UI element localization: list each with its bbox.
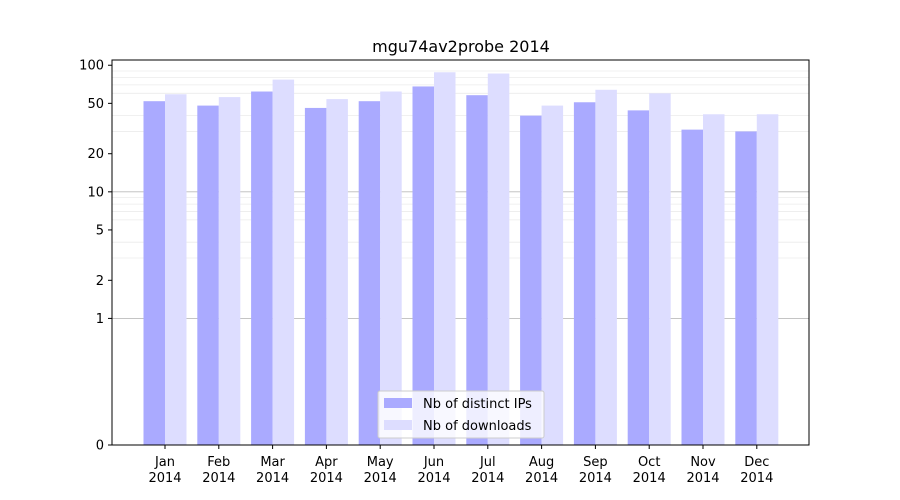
chart-title: mgu74av2probe 2014 bbox=[372, 37, 550, 56]
x-tick-label: Jun 2014 bbox=[417, 455, 450, 486]
bar-downloads bbox=[272, 79, 295, 446]
y-tick-label: 2 bbox=[96, 274, 104, 289]
bar-downloads bbox=[541, 105, 564, 446]
bar-distinct-ips bbox=[304, 107, 327, 446]
bar-downloads bbox=[487, 73, 510, 445]
bar-distinct-ips bbox=[197, 105, 219, 446]
legend-swatch-distinct-ips bbox=[384, 398, 412, 408]
bar-downloads bbox=[703, 114, 725, 445]
y-axis: 0 1 2 5 10 20 50 100 bbox=[79, 59, 112, 454]
y-tick-label: 0 bbox=[96, 439, 104, 454]
y-tick-label: 100 bbox=[79, 59, 104, 74]
bar-downloads bbox=[380, 91, 402, 445]
x-tick-label: Dec 2014 bbox=[740, 455, 773, 486]
bar-distinct-ips bbox=[251, 91, 273, 445]
bar-distinct-ips bbox=[573, 102, 596, 445]
bar-downloads bbox=[326, 99, 348, 445]
bar-downloads bbox=[434, 72, 456, 446]
plot-frame bbox=[111, 59, 810, 446]
bar-downloads bbox=[595, 89, 617, 445]
bars bbox=[143, 72, 779, 446]
x-tick-label: May 2014 bbox=[364, 455, 397, 486]
x-tick-label: Aug 2014 bbox=[525, 455, 558, 486]
y-tick-label: 5 bbox=[96, 223, 104, 238]
x-tick-label: Sep 2014 bbox=[579, 455, 612, 486]
x-tick-label: Oct 2014 bbox=[633, 455, 666, 486]
x-tick-label: Jul 2014 bbox=[471, 455, 504, 486]
x-tick-label: Jan 2014 bbox=[148, 455, 181, 486]
x-tick-label: Mar 2014 bbox=[256, 455, 289, 486]
bar-distinct-ips bbox=[735, 131, 757, 445]
y-tick-label: 20 bbox=[87, 147, 104, 162]
x-tick-label: Apr 2014 bbox=[310, 455, 343, 486]
bar-downloads bbox=[165, 94, 187, 446]
bar-distinct-ips bbox=[627, 110, 650, 445]
bar-distinct-ips bbox=[681, 129, 703, 445]
legend-label-distinct-ips: Nb of distinct IPs bbox=[423, 397, 532, 412]
bar-distinct-ips bbox=[466, 95, 488, 445]
bar-distinct-ips bbox=[358, 101, 381, 446]
legend-swatch-downloads bbox=[384, 420, 412, 430]
x-tick-label: Nov 2014 bbox=[686, 455, 719, 486]
y-tick-label: 50 bbox=[87, 97, 104, 112]
y-tick-label: 10 bbox=[87, 185, 104, 200]
bar-downloads bbox=[649, 93, 671, 445]
bar-distinct-ips bbox=[412, 86, 434, 445]
x-tick-label: Feb 2014 bbox=[202, 455, 235, 486]
bar-distinct-ips bbox=[520, 115, 542, 445]
y-tick-label: 1 bbox=[96, 312, 104, 327]
bar-downloads bbox=[756, 114, 779, 445]
bar-distinct-ips bbox=[143, 101, 165, 446]
legend-box bbox=[377, 390, 545, 439]
legend-label-downloads: Nb of downloads bbox=[423, 419, 532, 434]
x-axis: Jan 2014 Feb 2014 Mar 2014 Apr 2014 May 2014 Jun 20… bbox=[148, 445, 773, 486]
bar-downloads bbox=[218, 97, 241, 446]
legend: Nb of distinct IPs Nb of downloads bbox=[377, 390, 545, 439]
